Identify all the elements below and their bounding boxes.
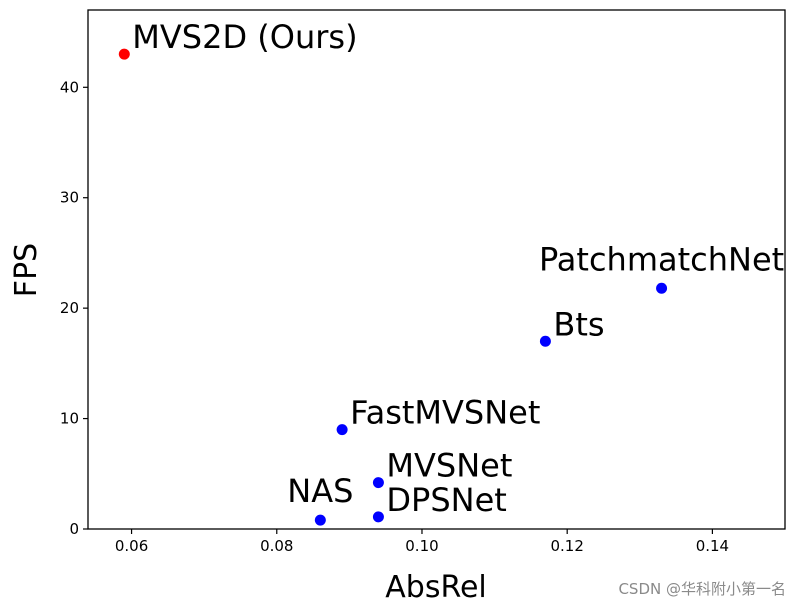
- point-label: MVSNet: [386, 447, 512, 485]
- data-points: MVS2D (Ours) PatchmatchNet Bts FastMVSNet MV…: [118, 18, 784, 526]
- x-tick-label: 0.06: [115, 537, 148, 555]
- x-axis-label: AbsRel: [385, 570, 486, 605]
- point-label: NAS: [287, 472, 353, 510]
- point-label: FastMVSNet: [350, 394, 540, 432]
- data-point: [336, 424, 348, 436]
- plot-frame: [87, 9, 786, 530]
- point-label: PatchmatchNet: [539, 240, 784, 278]
- y-tick-label: 10: [60, 410, 79, 428]
- data-point: [372, 511, 384, 523]
- point-label: Bts: [553, 305, 604, 343]
- y-tick-label: 0: [69, 520, 79, 538]
- x-tick-label: 0.14: [696, 537, 729, 555]
- data-point: [539, 335, 551, 347]
- y-tick-label: 30: [60, 189, 79, 207]
- data-point: [314, 514, 326, 526]
- y-axis-label: FPS: [9, 243, 44, 297]
- x-tick-label: 0.10: [405, 537, 438, 555]
- data-point: [656, 282, 668, 294]
- x-axis-ticks: 0.06 0.08 0.10 0.12 0.14: [115, 529, 729, 555]
- x-tick-label: 0.12: [550, 537, 583, 555]
- data-point: [118, 48, 130, 60]
- point-label: DPSNet: [386, 481, 506, 519]
- y-tick-label: 20: [60, 299, 79, 317]
- point-label: MVS2D (Ours): [132, 18, 357, 56]
- data-point: [372, 477, 384, 489]
- watermark-text: CSDN @华科附小第一名: [618, 580, 786, 598]
- x-tick-label: 0.08: [260, 537, 293, 555]
- y-tick-label: 40: [60, 78, 79, 96]
- y-axis-ticks: 0 10 20 30 40: [60, 78, 88, 538]
